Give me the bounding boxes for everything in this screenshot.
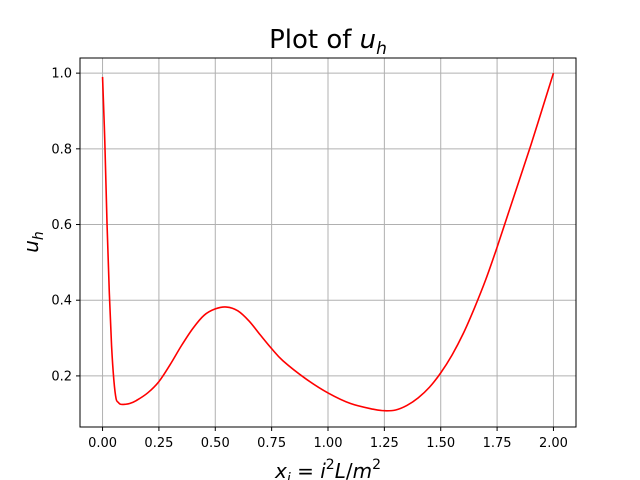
y-axis-label: uh xyxy=(19,231,47,253)
y-tick-label: 0.2 xyxy=(51,369,72,384)
chart-title: Plot of uh xyxy=(269,25,387,59)
series-layer xyxy=(101,72,555,412)
y-tick-label: 0.8 xyxy=(51,142,72,157)
y-tick-label: 1.0 xyxy=(51,67,72,82)
x-tick-label: 1.50 xyxy=(426,436,455,451)
x-tick-label: 1.00 xyxy=(314,436,343,451)
x-tick-label: 0.25 xyxy=(144,436,173,451)
grid xyxy=(80,58,576,427)
chart-title-text: Plot of xyxy=(269,25,360,55)
x-tick-label: 1.75 xyxy=(483,436,512,451)
x-tick-label: 2.00 xyxy=(539,436,568,451)
x-tick-label: 0.00 xyxy=(88,436,117,451)
x-tick-label: 0.75 xyxy=(257,436,286,451)
x-tick-label: 0.50 xyxy=(201,436,230,451)
x-tick-label: 1.25 xyxy=(370,436,399,451)
x-axis-label: xi = i2L/m2 xyxy=(274,457,381,480)
ticks: 0.00 0.25 0.50 0.75 1.00 1.25 1.50 1.75 2.00 0.2 0… xyxy=(51,67,568,451)
y-tick-label: 0.4 xyxy=(51,294,72,309)
y-tick-label: 0.6 xyxy=(51,218,72,233)
series-line xyxy=(101,72,555,412)
